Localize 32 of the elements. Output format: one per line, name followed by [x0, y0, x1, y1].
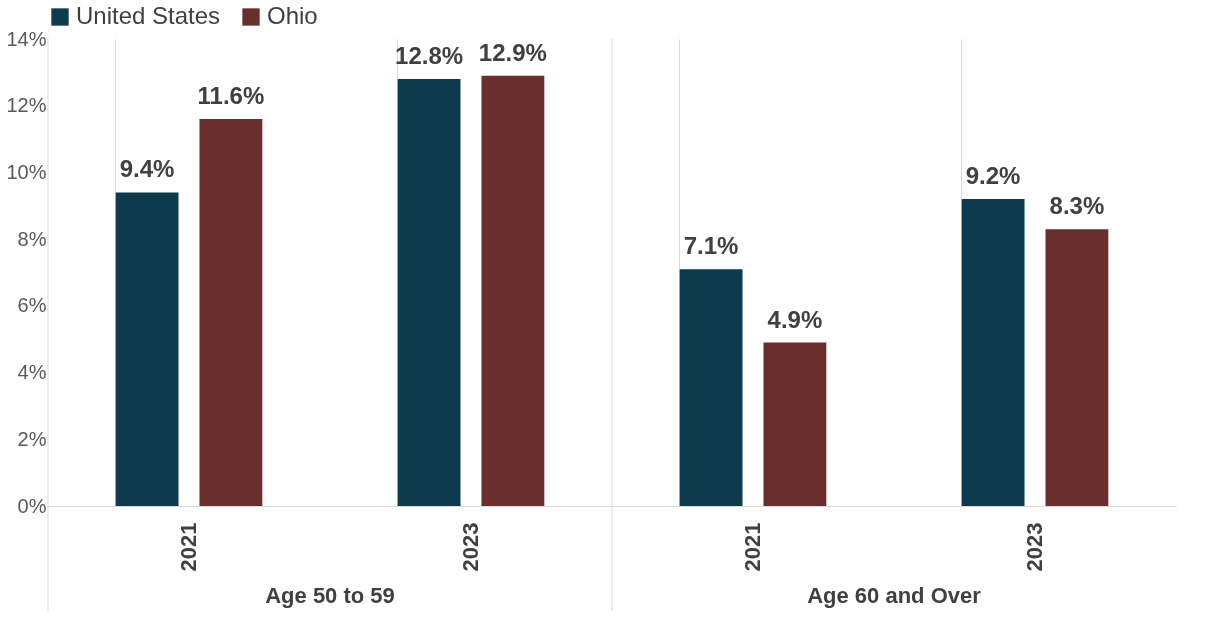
bar	[481, 75, 545, 506]
data-label: 12.9%	[478, 38, 547, 66]
y-tick-label: 8%	[17, 227, 47, 250]
y-tick-label: 14%	[6, 27, 47, 50]
data-label: 9.2%	[965, 162, 1021, 190]
bar	[397, 79, 461, 506]
x-tick-label: 2021	[740, 522, 765, 572]
legend-label: United States	[76, 2, 221, 29]
text: Age 50 to 59	[265, 583, 395, 608]
y-tick-label: 6%	[17, 294, 47, 317]
data-label: 9.4%	[119, 155, 175, 183]
y-tick-label: 4%	[17, 361, 47, 384]
x-tick-label: 2021	[176, 522, 201, 572]
x-tick-label: 2023	[458, 522, 483, 572]
bar	[763, 342, 827, 506]
bar	[961, 199, 1025, 506]
data-label: 4.9%	[767, 305, 823, 333]
data-label: 11.6%	[197, 82, 265, 110]
data-label: 7.1%	[683, 232, 739, 260]
y-tick-label: 2%	[17, 427, 47, 450]
bar	[199, 119, 263, 506]
legend-label: Ohio	[267, 2, 318, 29]
data-label: 12.8%	[395, 42, 464, 70]
x-tick-label: 2023	[1022, 522, 1047, 572]
text: Age 60 and Over	[807, 583, 982, 608]
bar	[679, 269, 743, 506]
bar	[1045, 229, 1109, 506]
y-tick-label: 12%	[6, 94, 47, 117]
bar	[115, 192, 179, 506]
y-tick-label: 10%	[6, 160, 47, 183]
data-label: 8.3%	[1049, 192, 1105, 220]
y-tick-label: 0%	[17, 494, 47, 517]
